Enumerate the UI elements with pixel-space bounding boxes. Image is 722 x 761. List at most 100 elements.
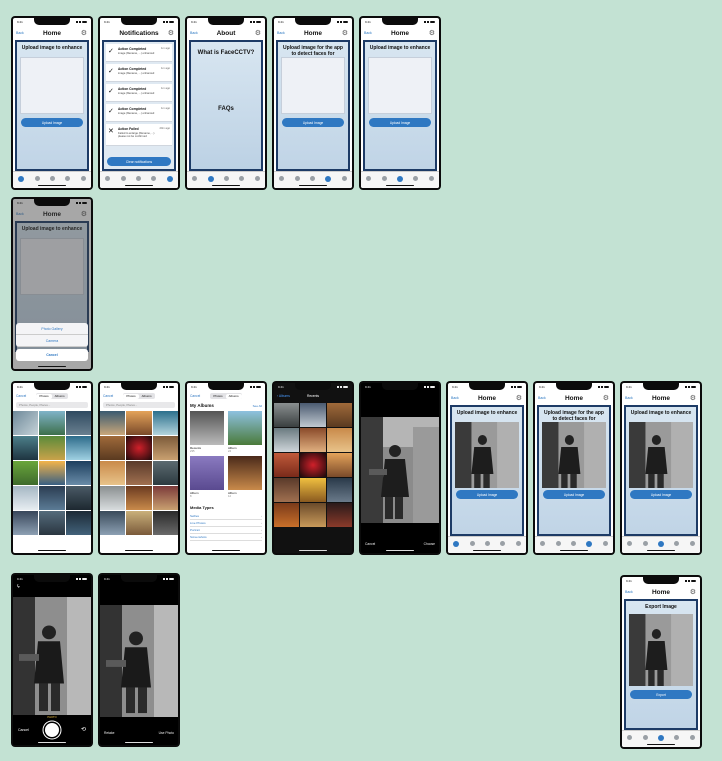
image-placeholder[interactable]: [281, 57, 345, 114]
tab-icon[interactable]: [642, 541, 648, 546]
notification-item[interactable]: ✕ Action Failed Failed to enlarge (filen…: [106, 124, 172, 146]
tab-icon[interactable]: [674, 541, 680, 546]
tab-icon[interactable]: [642, 735, 648, 740]
gear-icon[interactable]: ⚙: [689, 394, 696, 402]
cancel-button[interactable]: Cancel: [365, 542, 376, 546]
search-input[interactable]: Photos, People, Places...: [16, 402, 88, 408]
photo-thumb[interactable]: [300, 503, 326, 527]
back-button[interactable]: Back: [625, 396, 633, 400]
photo-thumb[interactable]: [39, 411, 65, 435]
export-button[interactable]: Export: [630, 690, 692, 699]
cancel-button[interactable]: Cancel: [16, 349, 88, 361]
upload-button[interactable]: Upload Image: [543, 490, 605, 499]
cancel-button[interactable]: Cancel: [103, 394, 114, 398]
photo-thumb[interactable]: [274, 403, 300, 427]
tab-icon[interactable]: [689, 735, 695, 740]
image-placeholder[interactable]: [368, 57, 432, 114]
tab-enhance-icon[interactable]: [657, 541, 664, 547]
tab-detect-icon[interactable]: [325, 176, 332, 182]
tab-icon[interactable]: [120, 176, 126, 181]
photo-thumb[interactable]: [126, 411, 152, 435]
photo-thumb[interactable]: [13, 461, 39, 485]
camera-option[interactable]: Camera: [16, 335, 88, 347]
shutter-button[interactable]: [45, 723, 59, 737]
tab-icon[interactable]: [309, 176, 315, 181]
photo-thumb[interactable]: [126, 486, 152, 510]
tab-icon[interactable]: [80, 176, 86, 181]
tab-icon[interactable]: [484, 541, 490, 546]
photo-thumb[interactable]: [65, 486, 91, 510]
media-type-item[interactable]: Live Photos ›: [190, 520, 262, 527]
media-type-item[interactable]: Portrait ›: [190, 527, 262, 534]
tab-icon[interactable]: [602, 541, 608, 546]
photo-thumb[interactable]: [13, 411, 39, 435]
tab-icon[interactable]: [540, 541, 546, 546]
camera-mode-label[interactable]: PHOTO: [47, 716, 57, 719]
photo-thumb[interactable]: [326, 453, 352, 477]
photo-thumb[interactable]: [326, 403, 352, 427]
gear-icon[interactable]: ⚙: [167, 29, 174, 37]
photo-thumb[interactable]: [13, 436, 39, 460]
photo-thumb[interactable]: [152, 436, 178, 460]
photo-thumb[interactable]: [39, 486, 65, 510]
photo-thumb[interactable]: [274, 453, 300, 477]
gear-icon[interactable]: ⚙: [80, 210, 87, 218]
clear-notifications-button[interactable]: Clear notifications: [107, 157, 171, 166]
tab-icon[interactable]: [151, 176, 157, 181]
photo-thumb[interactable]: [126, 436, 152, 460]
photo-thumb[interactable]: [152, 411, 178, 435]
tab-icon[interactable]: [689, 541, 695, 546]
media-type-item[interactable]: Screenshots ›: [190, 534, 262, 541]
tab-icon[interactable]: [381, 176, 387, 181]
tab-icon[interactable]: [223, 176, 229, 181]
tab-icon[interactable]: [34, 176, 40, 181]
upload-button[interactable]: Upload Image: [282, 118, 344, 127]
tab-icon[interactable]: [192, 176, 198, 181]
photo-thumb[interactable]: [65, 511, 91, 535]
uploaded-image[interactable]: [542, 422, 606, 488]
albums-segment[interactable]: Albums: [141, 394, 152, 398]
tab-enhance-icon[interactable]: [396, 176, 403, 182]
tab-icon[interactable]: [413, 176, 419, 181]
retake-button[interactable]: Retake: [104, 731, 115, 735]
tab-home-icon[interactable]: [453, 541, 460, 547]
photo-thumb[interactable]: [300, 428, 326, 452]
photos-segment[interactable]: Photos: [123, 393, 139, 399]
albums-back-button[interactable]: ‹ Albums: [277, 394, 290, 398]
photo-thumb[interactable]: [65, 411, 91, 435]
upload-button[interactable]: Upload Image: [630, 490, 692, 499]
photo-thumb[interactable]: [100, 411, 126, 435]
photo-thumb[interactable]: [152, 486, 178, 510]
photo-thumb[interactable]: [274, 428, 300, 452]
see-all-link[interactable]: See All: [252, 404, 262, 408]
tab-notifications-icon[interactable]: [166, 176, 173, 182]
tab-icon[interactable]: [570, 541, 576, 546]
image-placeholder[interactable]: [20, 57, 84, 114]
upload-button[interactable]: Upload Image: [369, 118, 431, 127]
photos-segment[interactable]: Photos: [36, 393, 52, 399]
photo-thumb[interactable]: [152, 461, 178, 485]
notification-item[interactable]: ✓ Action Completed image (filename, ...)…: [106, 44, 172, 62]
back-button[interactable]: Back: [16, 31, 24, 35]
gear-icon[interactable]: ⚙: [428, 29, 435, 37]
back-button[interactable]: Back: [538, 396, 546, 400]
uploaded-image[interactable]: [455, 422, 519, 488]
tab-icon[interactable]: [674, 735, 680, 740]
tab-icon[interactable]: [294, 176, 300, 181]
photo-thumb[interactable]: [65, 461, 91, 485]
gear-icon[interactable]: ⚙: [602, 394, 609, 402]
photo-thumb[interactable]: [100, 436, 126, 460]
photo-thumb[interactable]: [39, 461, 65, 485]
upload-button[interactable]: Upload Image: [21, 118, 83, 127]
back-button[interactable]: Back: [451, 396, 459, 400]
back-button[interactable]: Back: [364, 31, 372, 35]
photo-thumb[interactable]: [100, 486, 126, 510]
notification-item[interactable]: ✓ Action Completed image (filename, ...)…: [106, 84, 172, 102]
photo-thumb[interactable]: [326, 428, 352, 452]
gear-icon[interactable]: ⚙: [80, 29, 87, 37]
photo-thumb[interactable]: [300, 403, 326, 427]
tab-home-icon[interactable]: [18, 176, 25, 182]
gear-icon[interactable]: ⚙: [689, 588, 696, 596]
media-type-item[interactable]: Selfies ›: [190, 513, 262, 520]
use-photo-button[interactable]: Use Photo: [158, 731, 174, 735]
